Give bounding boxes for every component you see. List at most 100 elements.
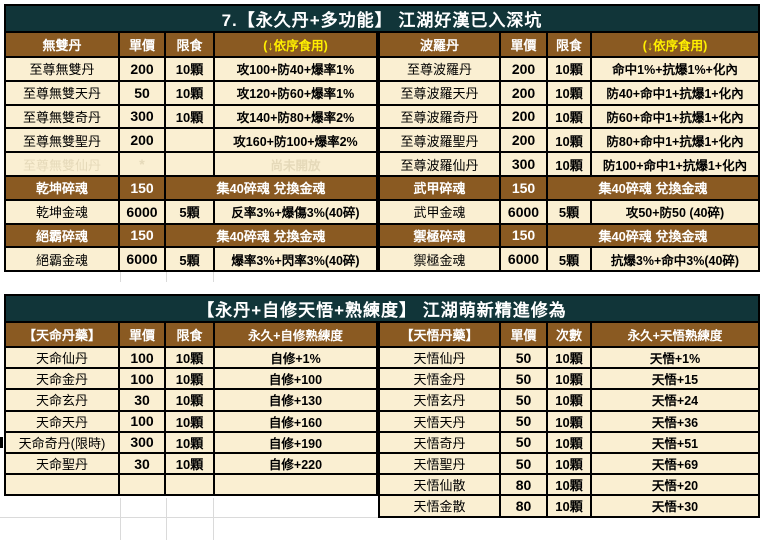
item-name-cell: 天命金丹 bbox=[6, 369, 118, 389]
price-cell: 50 bbox=[501, 411, 546, 431]
count-cell: 10顆 bbox=[548, 432, 590, 452]
count-cell: 10顆 bbox=[548, 369, 590, 389]
item-name-cell: 至尊無雙聖丹 bbox=[6, 129, 118, 152]
price-cell: 300 bbox=[501, 153, 546, 175]
effect-cell: 攻140+防80+爆率2% bbox=[215, 105, 376, 128]
price-cell: 30 bbox=[120, 453, 164, 474]
price-cell: 150 bbox=[501, 176, 546, 199]
effect-cell: 集40碎魂 兌換金魂 bbox=[166, 176, 376, 199]
limit-cell: 10顆 bbox=[548, 81, 590, 104]
effect-cell: 爆率3%+閃率3%(40碎) bbox=[215, 248, 376, 271]
limit-cell: 10顆 bbox=[166, 369, 213, 389]
item-name-cell: 至尊波羅奇丹 bbox=[380, 105, 499, 128]
price-cell: 300 bbox=[120, 105, 164, 128]
count-cell: 10顆 bbox=[548, 411, 590, 431]
spreadsheet-gridline bbox=[120, 272, 121, 282]
column-header-limit: 限食 bbox=[166, 33, 213, 56]
effect-cell: 天悟+30 bbox=[592, 496, 758, 516]
price-cell: 50 bbox=[501, 390, 546, 410]
item-name-cell: 天悟仙散 bbox=[380, 475, 499, 495]
column-header-limit: 限食 bbox=[166, 323, 213, 346]
limit-cell bbox=[166, 129, 213, 152]
wushuang-pill-table: 無雙丹 單價 限食 (↓依序食用) 至尊無雙丹 200 10顆 攻100+防40… bbox=[4, 31, 378, 273]
price-cell: 6000 bbox=[501, 248, 546, 271]
limit-cell: 10顆 bbox=[166, 58, 213, 80]
effect-cell: 自修+190 bbox=[215, 432, 376, 452]
limit-cell: 5顆 bbox=[166, 248, 213, 271]
boluo-pill-table: 波羅丹 單價 限食 (↓依序食用) 至尊波羅丹 200 10顆 命中1%+抗爆1… bbox=[378, 31, 760, 273]
column-header-effect: (↓依序食用) bbox=[215, 33, 376, 56]
item-name-cell: 天悟聖丹 bbox=[380, 453, 499, 474]
item-name-cell: 至尊波羅仙丹 bbox=[380, 153, 499, 175]
limit-cell bbox=[166, 475, 213, 495]
item-name-cell: 絕霸碎魂 bbox=[6, 224, 118, 247]
price-cell: 200 bbox=[501, 105, 546, 128]
column-header-effect: 永久+自修熟練度 bbox=[215, 323, 376, 346]
spreadsheet-gridline bbox=[120, 498, 121, 540]
limit-cell: 5顆 bbox=[548, 200, 590, 223]
price-cell: 150 bbox=[120, 224, 164, 247]
count-cell: 10顆 bbox=[548, 390, 590, 410]
item-name-cell: 天悟玄丹 bbox=[380, 390, 499, 410]
column-header-price: 單價 bbox=[501, 323, 546, 346]
price-cell: 6000 bbox=[501, 200, 546, 223]
price-cell: * bbox=[120, 153, 164, 175]
item-name-cell: 天命聖丹 bbox=[6, 453, 118, 474]
limit-cell: 10顆 bbox=[166, 348, 213, 368]
item-name-cell: 乾坤金魂 bbox=[6, 200, 118, 223]
effect-cell: 命中1%+抗爆1%+化內 bbox=[592, 58, 758, 80]
price-cell: 50 bbox=[501, 453, 546, 474]
column-header-price: 單價 bbox=[120, 323, 164, 346]
price-cell: 150 bbox=[501, 224, 546, 247]
price-cell: 200 bbox=[501, 129, 546, 152]
effect-cell: 尚未開放 bbox=[215, 153, 376, 175]
item-name-cell: 至尊波羅丹 bbox=[380, 58, 499, 80]
limit-cell: 10顆 bbox=[548, 129, 590, 152]
column-header-name: 【天命丹藥】 bbox=[6, 323, 118, 346]
effect-cell: 防80+命中1+抗爆1+化內 bbox=[592, 129, 758, 152]
item-name-cell: 絕霸金魂 bbox=[6, 248, 118, 271]
limit-cell: 5顆 bbox=[548, 248, 590, 271]
effect-cell: 攻160+防100+爆率2% bbox=[215, 129, 376, 152]
column-header-name: 【天悟丹藥】 bbox=[380, 323, 499, 346]
column-header-effect: (↓依序食用) bbox=[592, 33, 758, 56]
proficiency-pills-section: 【永丹+自修天悟+熟練度】 江湖萌新精進修為 【天命丹藥】 單價 限食 永久+自… bbox=[4, 294, 760, 518]
column-header-limit: 限食 bbox=[548, 33, 590, 56]
column-header-count: 次數 bbox=[548, 323, 590, 346]
item-name-cell: 乾坤碎魂 bbox=[6, 176, 118, 199]
permanent-pills-section: 7.【永久丹+多功能】 江湖好漢已入深坑 無雙丹 單價 限食 (↓依序食用) 至… bbox=[4, 4, 760, 273]
item-name-cell: 至尊無雙仙丹 bbox=[6, 153, 118, 175]
price-cell: 200 bbox=[501, 81, 546, 104]
limit-cell bbox=[166, 153, 213, 175]
effect-cell: 防60+命中1+抗爆1+化內 bbox=[592, 105, 758, 128]
effect-cell: 自修+100 bbox=[215, 369, 376, 389]
spreadsheet-gridline bbox=[0, 517, 378, 518]
column-header-price: 單價 bbox=[120, 33, 164, 56]
limit-cell: 10顆 bbox=[166, 390, 213, 410]
price-cell: 80 bbox=[501, 475, 546, 495]
item-name-cell: 天悟奇丹 bbox=[380, 432, 499, 452]
effect-cell: 天悟+51 bbox=[592, 432, 758, 452]
item-name-cell: 天悟仙丹 bbox=[380, 348, 499, 368]
item-name-cell: 至尊無雙天丹 bbox=[6, 81, 118, 104]
limit-cell: 10顆 bbox=[166, 453, 213, 474]
item-name-cell: 天命天丹 bbox=[6, 411, 118, 431]
limit-cell: 10顆 bbox=[166, 105, 213, 128]
price-cell: 100 bbox=[120, 369, 164, 389]
column-header-name: 無雙丹 bbox=[6, 33, 118, 56]
price-cell: 6000 bbox=[120, 200, 164, 223]
price-cell: 200 bbox=[501, 58, 546, 80]
item-name-cell: 天命玄丹 bbox=[6, 390, 118, 410]
top-section-title: 7.【永久丹+多功能】 江湖好漢已入深坑 bbox=[4, 4, 760, 31]
effect-cell: 天悟+69 bbox=[592, 453, 758, 474]
count-cell: 10顆 bbox=[548, 475, 590, 495]
effect-cell: 集40碎魂 兌換金魂 bbox=[548, 176, 758, 199]
column-header-price: 單價 bbox=[501, 33, 546, 56]
price-cell: 50 bbox=[501, 348, 546, 368]
effect-cell: 反率3%+爆傷3%(40碎) bbox=[215, 200, 376, 223]
item-name-cell: 天命仙丹 bbox=[6, 348, 118, 368]
spreadsheet-gridline bbox=[166, 272, 167, 282]
effect-cell: 天悟+24 bbox=[592, 390, 758, 410]
price-cell bbox=[120, 475, 164, 495]
effect-cell: 防40+命中1+抗爆1+化內 bbox=[592, 81, 758, 104]
